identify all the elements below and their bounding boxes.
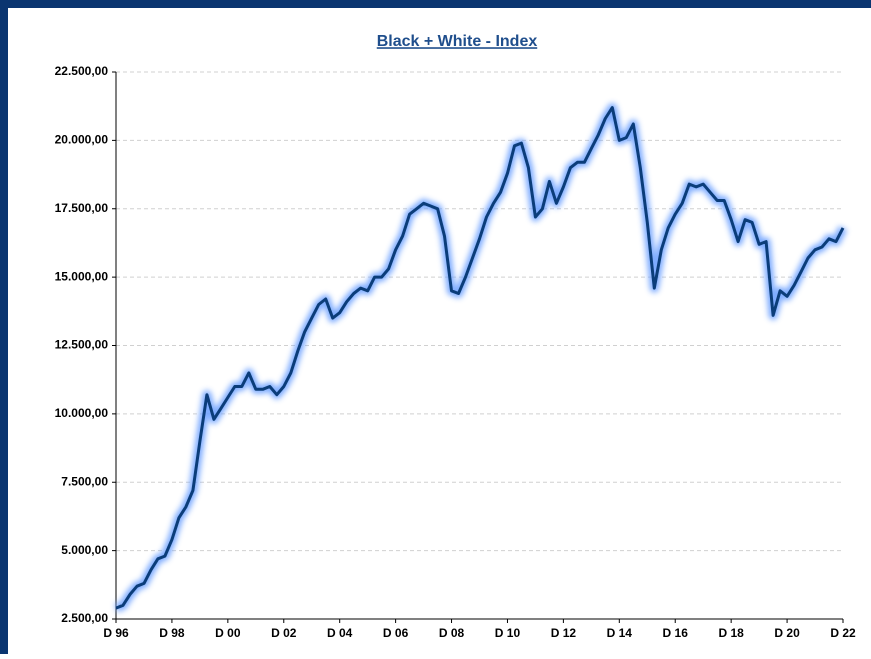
x-tick-label: D 16 [663, 626, 689, 640]
y-tick-label: 17.500,00 [55, 201, 109, 215]
x-tick-label: D 18 [718, 626, 744, 640]
y-tick-label: 22.500,00 [55, 64, 109, 78]
x-tick-label: D 08 [439, 626, 465, 640]
y-tick-label: 7.500,00 [61, 474, 108, 488]
x-tick-label: D 14 [607, 626, 633, 640]
y-tick-label: 5.000,00 [61, 543, 108, 557]
x-tick-label: D 06 [383, 626, 409, 640]
x-tick-label: D 04 [327, 626, 353, 640]
y-tick-label: 12.500,00 [55, 338, 109, 352]
chart-title: Black + White - Index [377, 33, 538, 50]
line [115, 106, 845, 610]
y-tick-label: 15.000,00 [55, 269, 109, 283]
y-tick-label: 20.000,00 [55, 133, 109, 147]
x-tick-label: D 22 [830, 626, 856, 640]
x-tick-label: D 10 [495, 626, 521, 640]
x-tick-label: D 96 [103, 626, 129, 640]
x-tick-label: D 00 [215, 626, 241, 640]
y-tick-label: 2.500,00 [61, 611, 108, 625]
y-tick-label: 10.000,00 [55, 406, 109, 420]
x-tick-label: D 20 [774, 626, 800, 640]
x-tick-label: D 02 [271, 626, 297, 640]
x-tick-label: D 98 [159, 626, 185, 640]
background [8, 8, 871, 654]
x-tick-label: D 12 [551, 626, 577, 640]
